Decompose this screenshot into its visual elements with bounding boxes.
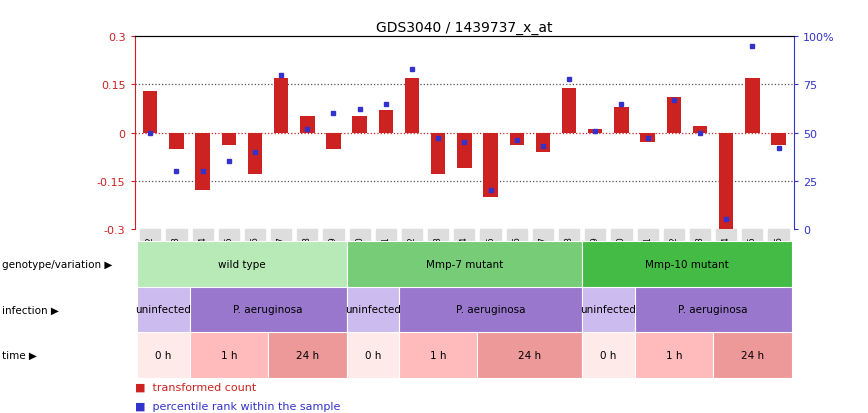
Bar bbox=[772, 133, 786, 146]
Bar bbox=[274, 79, 288, 133]
Bar bbox=[667, 98, 681, 133]
Bar bbox=[641, 133, 654, 143]
Bar bbox=[195, 133, 210, 191]
Bar bbox=[477, 332, 582, 378]
Bar bbox=[713, 332, 792, 378]
Bar bbox=[247, 133, 262, 175]
Bar bbox=[483, 133, 497, 197]
Bar bbox=[143, 92, 157, 133]
Text: Mmp-7 mutant: Mmp-7 mutant bbox=[426, 259, 503, 269]
Text: wild type: wild type bbox=[218, 259, 266, 269]
Bar bbox=[137, 287, 189, 332]
Text: 1 h: 1 h bbox=[430, 350, 446, 360]
Text: 0 h: 0 h bbox=[365, 350, 381, 360]
Bar bbox=[536, 133, 550, 152]
Text: 0 h: 0 h bbox=[155, 350, 172, 360]
Bar bbox=[635, 332, 713, 378]
Bar bbox=[346, 287, 399, 332]
Text: 1 h: 1 h bbox=[666, 350, 682, 360]
Bar bbox=[719, 133, 733, 229]
Bar bbox=[378, 111, 393, 133]
Bar bbox=[189, 287, 346, 332]
Text: uninfected: uninfected bbox=[581, 305, 636, 315]
Bar bbox=[693, 127, 707, 133]
Bar bbox=[582, 242, 792, 287]
Bar bbox=[300, 117, 314, 133]
Bar bbox=[352, 117, 367, 133]
Bar bbox=[562, 88, 576, 133]
Text: 24 h: 24 h bbox=[740, 350, 764, 360]
Bar bbox=[137, 332, 189, 378]
Bar bbox=[189, 332, 268, 378]
Bar bbox=[635, 287, 792, 332]
Text: uninfected: uninfected bbox=[135, 305, 191, 315]
Text: infection ▶: infection ▶ bbox=[2, 305, 59, 315]
Text: P. aeruginosa: P. aeruginosa bbox=[456, 305, 525, 315]
Bar bbox=[326, 133, 340, 149]
Bar bbox=[745, 79, 760, 133]
Bar bbox=[399, 287, 582, 332]
Bar bbox=[510, 133, 524, 146]
Text: 24 h: 24 h bbox=[518, 350, 542, 360]
Text: time ▶: time ▶ bbox=[2, 350, 36, 360]
Text: P. aeruginosa: P. aeruginosa bbox=[678, 305, 748, 315]
Bar bbox=[431, 133, 445, 175]
Bar bbox=[615, 107, 628, 133]
Text: ■  transformed count: ■ transformed count bbox=[135, 382, 256, 392]
Bar bbox=[346, 332, 399, 378]
Bar bbox=[582, 287, 635, 332]
Bar bbox=[268, 332, 346, 378]
Text: Mmp-10 mutant: Mmp-10 mutant bbox=[645, 259, 729, 269]
Text: uninfected: uninfected bbox=[345, 305, 401, 315]
Bar bbox=[346, 242, 582, 287]
Bar bbox=[169, 133, 184, 149]
Text: P. aeruginosa: P. aeruginosa bbox=[233, 305, 303, 315]
Bar bbox=[137, 242, 346, 287]
Bar bbox=[582, 332, 635, 378]
Text: ■  percentile rank within the sample: ■ percentile rank within the sample bbox=[135, 401, 340, 411]
Bar bbox=[589, 130, 602, 133]
Text: genotype/variation ▶: genotype/variation ▶ bbox=[2, 259, 112, 269]
Text: 0 h: 0 h bbox=[600, 350, 616, 360]
Text: 1 h: 1 h bbox=[220, 350, 237, 360]
Title: GDS3040 / 1439737_x_at: GDS3040 / 1439737_x_at bbox=[376, 21, 553, 35]
Text: 24 h: 24 h bbox=[296, 350, 319, 360]
Bar bbox=[404, 79, 419, 133]
Bar bbox=[221, 133, 236, 146]
Bar bbox=[457, 133, 471, 169]
Bar bbox=[399, 332, 477, 378]
